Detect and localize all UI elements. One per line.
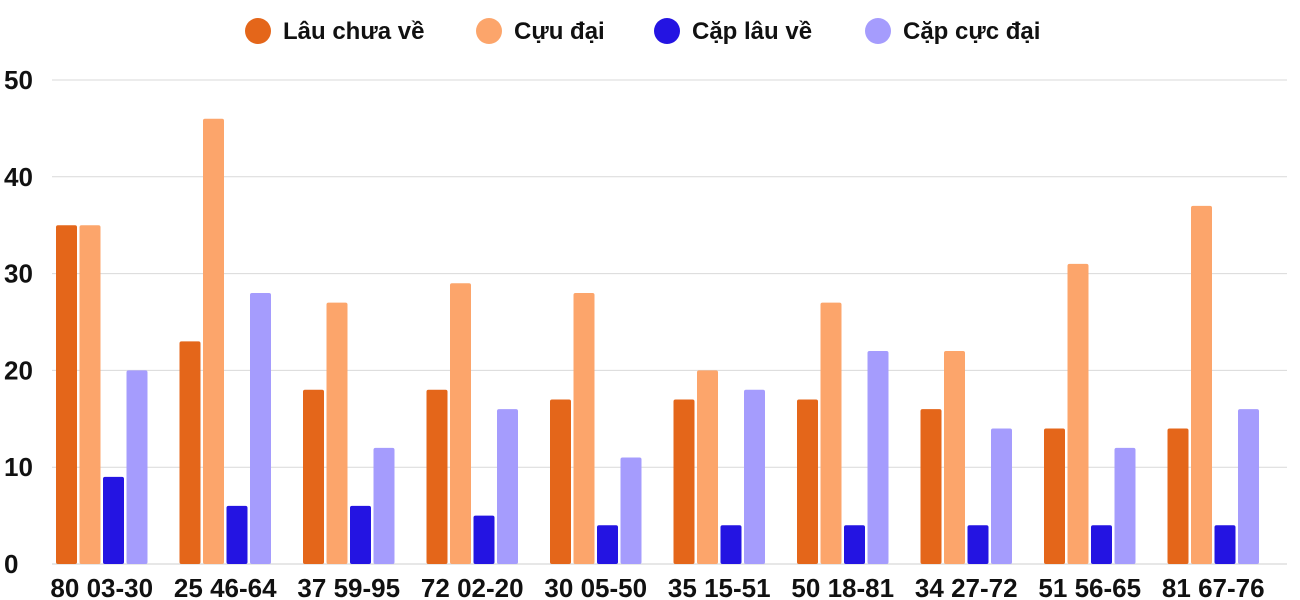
y-tick-label: 30 [4, 259, 33, 289]
bar-1-10 [1167, 428, 1189, 564]
y-tick-label: 20 [4, 355, 33, 385]
bar-3-9 [1091, 525, 1112, 564]
bar-4-4 [497, 409, 518, 564]
x-tick-label: 25 46-64 [174, 573, 277, 600]
x-tick-label: 37 59-95 [297, 573, 400, 600]
legend-swatch-3 [654, 18, 680, 44]
bar-2-6 [697, 370, 718, 564]
y-tick-label: 50 [4, 65, 33, 95]
bar-2-10 [1191, 205, 1212, 564]
bar-4-6 [744, 389, 765, 564]
y-tick-label: 10 [4, 452, 33, 482]
bars [56, 118, 1259, 564]
bar-1-2 [179, 341, 201, 564]
x-axis: 80 03-30 25 46-64 37 59-95 72 02-20 30 05-50… [50, 573, 1264, 600]
bar-1-4 [426, 389, 448, 564]
x-tick-label: 30 05-50 [544, 573, 647, 600]
bar-4-5 [620, 457, 642, 564]
bar-3-2 [226, 505, 248, 564]
x-tick-label: 51 56-65 [1038, 573, 1141, 600]
y-axis: 0 10 20 30 40 50 [4, 65, 33, 579]
bar-4-10 [1238, 409, 1259, 564]
bar-3-5 [597, 525, 618, 564]
bar-2-2 [203, 118, 224, 564]
x-tick-label: 50 18-81 [791, 573, 894, 600]
x-tick-label: 34 27-72 [915, 573, 1018, 600]
x-tick-label: 35 15-51 [668, 573, 771, 600]
bar-4-9 [1114, 447, 1136, 564]
bar-1-6 [673, 399, 695, 564]
x-tick-label: 81 67-76 [1162, 573, 1265, 600]
bar-3-10 [1214, 525, 1236, 564]
bar-2-3 [326, 302, 348, 564]
bar-1-8 [920, 409, 942, 564]
legend-label-1: Lâu chưa về [283, 18, 424, 45]
bar-3-3 [350, 505, 371, 564]
y-tick-label: 0 [4, 549, 18, 579]
bar-2-1 [79, 225, 101, 564]
bar-2-4 [450, 283, 471, 564]
legend-label-3: Cặp lâu về [692, 18, 812, 45]
bar-3-6 [720, 525, 742, 564]
legend: Lâu chưa về Cựu đại Cặp lâu về Cặp cực đại [245, 18, 1040, 45]
bar-3-8 [967, 525, 989, 564]
legend-swatch-2 [476, 18, 502, 44]
bar-4-8 [991, 428, 1012, 564]
legend-swatch-4 [865, 18, 891, 44]
bar-4-7 [867, 351, 889, 564]
bar-1-5 [550, 399, 571, 564]
bar-3-1 [103, 476, 124, 564]
bar-3-4 [473, 515, 495, 564]
legend-label-4: Cặp cực đại [903, 18, 1040, 45]
legend-label-2: Cựu đại [514, 18, 605, 45]
legend-swatch-1 [245, 18, 271, 44]
y-tick-label: 40 [4, 162, 33, 192]
grid [52, 79, 1287, 565]
bar-1-1 [56, 225, 77, 564]
bar-4-2 [250, 292, 271, 564]
bar-1-3 [303, 389, 324, 564]
bar-2-9 [1067, 263, 1089, 564]
bar-1-7 [797, 399, 818, 564]
bar-3-7 [844, 525, 865, 564]
x-tick-label: 80 03-30 [50, 573, 153, 600]
bar-2-5 [573, 292, 595, 564]
bar-2-7 [820, 302, 842, 564]
bar-2-8 [944, 351, 965, 564]
bar-4-3 [373, 447, 395, 564]
bar-4-1 [126, 370, 148, 564]
x-tick-label: 72 02-20 [421, 573, 524, 600]
bar-1-9 [1044, 428, 1065, 564]
